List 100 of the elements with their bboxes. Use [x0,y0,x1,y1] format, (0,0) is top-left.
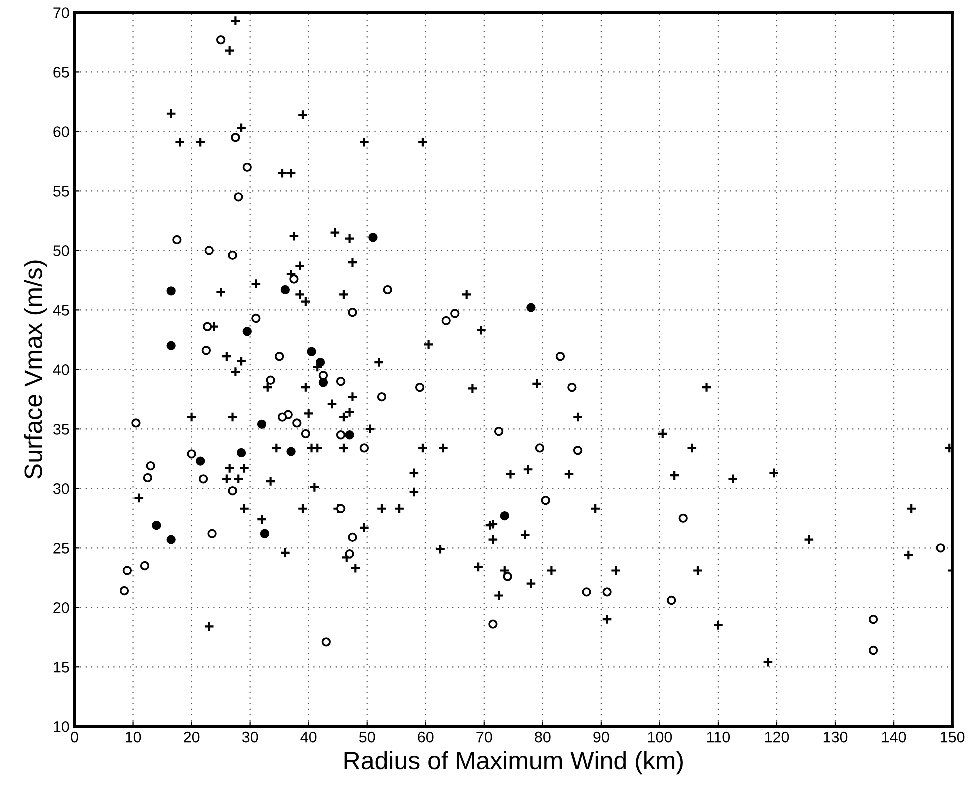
point [143,473,152,483]
point [568,382,577,392]
x-tick-label: 120 [765,732,790,743]
point [556,352,566,362]
point [383,285,392,295]
point [204,246,214,256]
y-tick-label: 20 [54,602,70,614]
point [203,322,212,332]
y-tick-label: 55 [54,186,70,197]
y-tick-label: 30 [53,484,70,494]
y-tick-label: 40 [53,364,70,376]
point [318,371,328,380]
y-tick-label: 10 [54,722,70,732]
point [307,347,316,356]
point [228,250,238,260]
point [301,429,310,439]
point [868,614,878,624]
point [216,36,226,45]
point [196,456,206,466]
x-tick-label: 70 [476,732,492,743]
point [234,192,244,202]
x-axis-title: Radius of Maximum Wind (km) [344,751,683,775]
point [242,327,252,336]
point [166,535,176,544]
point [208,529,217,538]
point [236,448,246,458]
point [278,412,288,422]
point [132,418,141,428]
x-tick-label: 90 [594,732,610,743]
point [348,308,358,318]
point [336,504,346,514]
x-tick-label: 20 [184,732,200,743]
point [488,620,498,629]
point [290,274,299,284]
point [316,358,326,368]
point [152,520,162,530]
point [667,596,676,606]
y-tick-label: 50 [54,246,70,256]
point [582,588,592,597]
point [260,529,270,538]
x-tick-label: 50 [359,732,376,743]
point [280,285,290,295]
y-tick-label: 70 [54,8,70,18]
point [172,235,182,245]
point [242,162,252,172]
point [500,511,510,521]
point [322,638,331,647]
point [228,486,238,496]
point [202,346,212,356]
point [368,233,378,242]
point [198,474,208,484]
y-tick-label: 25 [54,543,70,554]
point [348,532,358,542]
y-tick-label: 45 [53,305,70,316]
point [526,303,536,312]
point [252,314,261,324]
point [122,566,132,576]
x-tick-label: 100 [648,732,672,743]
point [573,446,583,456]
point [336,376,346,386]
y-tick-label: 15 [54,662,70,673]
x-tick-label: 130 [824,732,848,743]
point [187,450,196,459]
x-tick-label: 140 [882,732,906,743]
point [936,544,946,553]
point [120,586,130,596]
x-tick-label: 60 [418,732,434,743]
point [166,286,176,296]
y-tick-label: 65 [54,67,70,78]
x-tick-label: 40 [300,732,317,743]
point [678,514,688,523]
point [868,646,878,656]
x-tick-label: 150 [940,732,965,743]
point [257,420,267,429]
point [336,430,346,440]
point [231,133,240,142]
y-tick-label: 35 [53,424,70,435]
point [360,444,370,453]
point [146,461,156,471]
point [266,376,276,385]
point [318,378,328,388]
point [535,444,545,453]
y-tick-label: 60 [54,126,70,138]
point [602,588,612,597]
point [541,496,550,506]
point [503,572,512,582]
x-tick-label: 0 [71,732,78,743]
point [494,426,504,436]
point [140,561,150,571]
x-tick-label: 30 [242,732,258,743]
point [292,418,302,428]
x-tick-label: 110 [707,732,730,743]
x-tick-label: 80 [535,732,551,743]
point [275,352,284,362]
x-tick-label: 10 [126,732,142,743]
y-axis-title: Surface Vmax (m/s) [24,260,48,479]
point [377,392,387,402]
point [415,382,425,392]
point [286,447,296,456]
point [166,341,176,350]
